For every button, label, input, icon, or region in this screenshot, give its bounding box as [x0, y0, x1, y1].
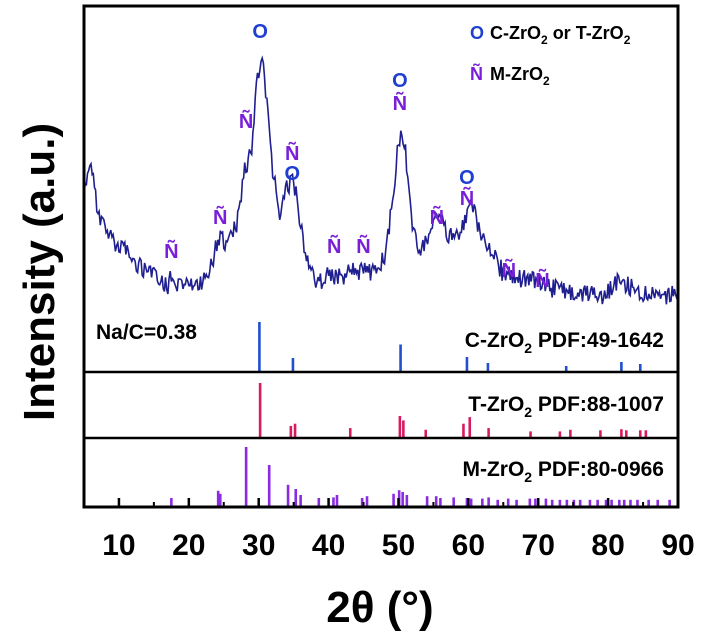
- reference-label: T-ZrO2 PDF:88-1007: [468, 393, 664, 420]
- xrd-pattern-line: [83, 55, 679, 305]
- sample-label: Na/C=0.38: [96, 321, 197, 344]
- x-tick-label: 10: [102, 529, 135, 562]
- peak-marker-mzro2: Ñ: [356, 235, 370, 258]
- x-tick-label: 70: [522, 529, 555, 562]
- peak-marker-mzro2: Ñ: [430, 206, 444, 229]
- x-tick-label: 50: [382, 529, 415, 562]
- x-tick-label: 90: [661, 529, 694, 562]
- x-tick-label: 20: [172, 529, 205, 562]
- peak-marker-mzro2: Ñ: [213, 206, 227, 229]
- legend-symbol: Ñ: [470, 63, 483, 84]
- axes-frame: [82, 4, 680, 509]
- legend-entry: Ñ M-ZrO2: [470, 63, 550, 88]
- peak-marker-czro2: O: [252, 21, 268, 43]
- peak-marker-czro2: O: [459, 167, 475, 189]
- reference-label: M-ZrO2 PDF:80-0966: [462, 458, 664, 485]
- reference-label: C-ZrO2 PDF:49-1642: [465, 329, 664, 356]
- peak-marker-mzro2: Ñ: [535, 269, 549, 292]
- x-axis-ticks: 10 20 30 40 50 60 70 80 90: [102, 498, 695, 562]
- legend-entry: O C-ZrO2 or T-ZrO2: [470, 23, 631, 47]
- peak-marker-mzro2: Ñ: [460, 187, 474, 210]
- peak-marker-mzro2: Ñ: [327, 235, 341, 258]
- legend-symbol: O: [470, 23, 484, 43]
- reference-panel-t-zro: T-ZrO2 PDF:88-1007: [258, 383, 664, 438]
- x-tick-label: 60: [452, 529, 485, 562]
- peak-marker-mzro2: Ñ: [285, 142, 299, 165]
- legend-label: C-ZrO2 or T-ZrO2: [490, 23, 631, 47]
- peak-marker-mzro2: Ñ: [164, 240, 178, 263]
- x-tick-label: 80: [591, 529, 624, 562]
- reference-panel-m-zro: M-ZrO2 PDF:80-0966: [170, 447, 671, 507]
- reference-panels: C-ZrO2 PDF:49-1642 T-ZrO2 PDF:88-1007 M-Zr…: [170, 322, 671, 507]
- reference-panel-c-zro: C-ZrO2 PDF:49-1642: [258, 322, 664, 372]
- x-tick-label: 40: [312, 529, 345, 562]
- peak-marker-czro2: O: [284, 163, 300, 185]
- legend-label: M-ZrO2: [490, 64, 550, 88]
- x-axis-title: 2θ (°): [326, 583, 433, 632]
- x-tick-label: 30: [242, 529, 275, 562]
- y-axis-title: Intensity (a.u.): [15, 123, 64, 421]
- peak-marker-mzro2: Ñ: [393, 92, 407, 115]
- plot-border: [82, 4, 680, 509]
- peak-marker-mzro2: Ñ: [502, 259, 516, 282]
- legend: O C-ZrO2 or T-ZrO2 Ñ M-ZrO2: [470, 23, 631, 88]
- peak-marker-mzro2: Ñ: [239, 110, 253, 133]
- peak-marker-czro2: O: [392, 70, 408, 92]
